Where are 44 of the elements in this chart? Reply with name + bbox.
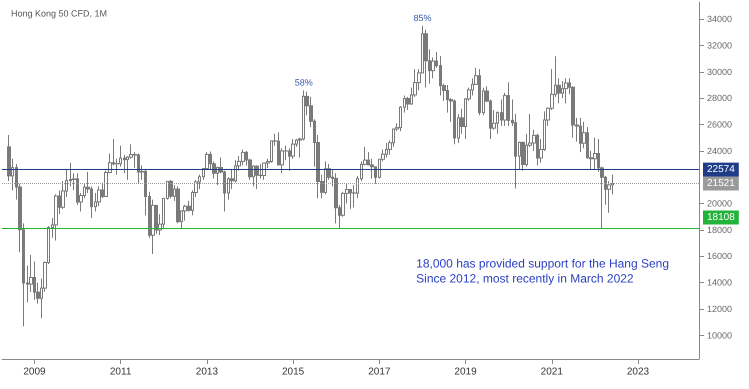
candlestick <box>507 82 510 126</box>
y-tick-label: 20000 <box>707 198 732 209</box>
x-tick-label: 2013 <box>196 366 218 378</box>
y-tick-label: 12000 <box>707 304 732 314</box>
x-tick-label: 2011 <box>110 366 132 378</box>
candlestick <box>536 133 539 166</box>
candlestick <box>54 194 58 241</box>
x-tick-label: 2019 <box>454 366 478 378</box>
y-tick-label: 28000 <box>707 93 732 104</box>
candlestick <box>579 117 582 153</box>
y-tick-label: 32000 <box>707 40 732 50</box>
candlestick <box>262 162 266 180</box>
candlestick <box>255 164 259 190</box>
x-tick-label: 2017 <box>368 366 391 378</box>
x-tick-label: 2009 <box>23 366 46 378</box>
annotation: 18,000 has provided support for the Hang Seng Since 2012, most recently in March 2022 <box>416 256 669 286</box>
candlestick <box>324 160 327 195</box>
candlestick <box>176 186 180 224</box>
candlestick <box>564 78 568 104</box>
x-tick-label: 2023 <box>626 366 650 378</box>
y-tick-label: 24000 <box>707 146 732 156</box>
ref-line-label: 22574 <box>707 164 736 176</box>
annotation: 58% <box>294 77 313 88</box>
y-tick-label: 26000 <box>707 120 732 130</box>
text: Hong Kong 50 CFD, 1M <box>11 8 108 18</box>
y-tick-label: 30000 <box>707 66 732 77</box>
y-tick-label: 18000 <box>707 224 732 235</box>
candlestick <box>478 68 481 116</box>
candlestick <box>593 137 597 170</box>
x-tick-label: 2015 <box>282 366 305 378</box>
y-tick-label: 14000 <box>707 278 732 288</box>
annotation: 85% <box>413 12 432 23</box>
candlestick <box>334 172 338 224</box>
x-tick-label: 2021 <box>540 366 564 378</box>
y-tick-label: 34000 <box>707 14 732 24</box>
candlestick <box>453 98 456 145</box>
candlestick <box>137 152 140 184</box>
candlestick <box>169 179 173 199</box>
candlestick <box>385 142 388 158</box>
ref-line-label: 21521 <box>707 178 736 190</box>
y-tick-label: 16000 <box>707 251 732 262</box>
candlestick <box>424 29 428 88</box>
y-tick-label: 10000 <box>707 330 732 340</box>
ref-line-label: 18108 <box>707 212 736 223</box>
